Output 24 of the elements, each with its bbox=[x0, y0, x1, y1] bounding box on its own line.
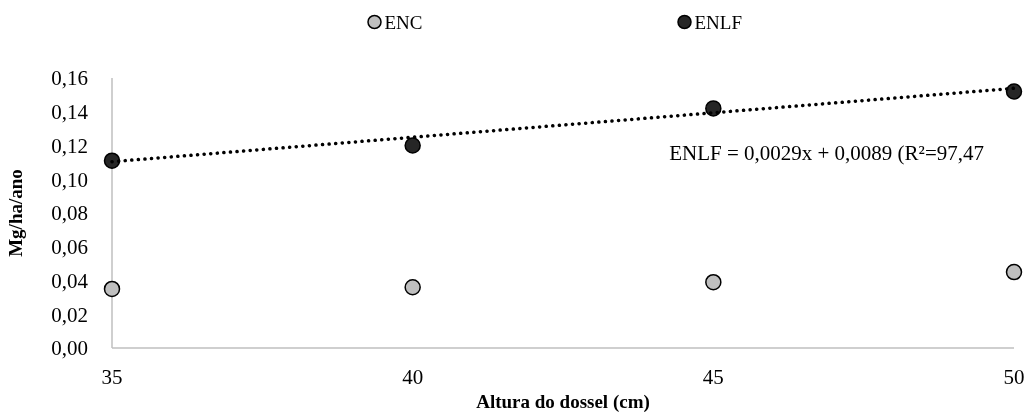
legend-label: ENLF bbox=[694, 11, 742, 33]
x-tick-label: 40 bbox=[402, 365, 424, 389]
point bbox=[404, 137, 421, 154]
x-tick-label: 45 bbox=[702, 365, 724, 389]
y-tick-label: 0,00 bbox=[51, 336, 88, 361]
x-tick-label: 50 bbox=[1003, 365, 1025, 389]
point bbox=[103, 280, 121, 298]
x-axis-title: Altura do dossel (cm) bbox=[476, 391, 650, 412]
legend-label: ENC bbox=[384, 11, 423, 33]
y-tick-label: 0,16 bbox=[51, 66, 88, 91]
point bbox=[404, 279, 421, 296]
point bbox=[705, 273, 722, 291]
x-tick-label: 35 bbox=[101, 365, 123, 389]
y-tick-label: 0,08 bbox=[51, 201, 88, 226]
y-tick-label: 0,02 bbox=[51, 302, 88, 327]
y-axis-title: Mg/ha/ano bbox=[5, 169, 26, 257]
y-tick-label: 0,06 bbox=[51, 235, 88, 260]
point bbox=[1005, 263, 1023, 281]
y-tick-label: 0,14 bbox=[51, 100, 89, 125]
y-tick-label: 0,10 bbox=[51, 167, 88, 192]
point bbox=[1005, 83, 1023, 100]
y-tick-label: 0,12 bbox=[51, 133, 88, 158]
y-tick-label: 0,04 bbox=[51, 268, 89, 293]
annotation: ENLF = 0,0029x + 0,0089 (R²=97,47 bbox=[669, 141, 984, 165]
